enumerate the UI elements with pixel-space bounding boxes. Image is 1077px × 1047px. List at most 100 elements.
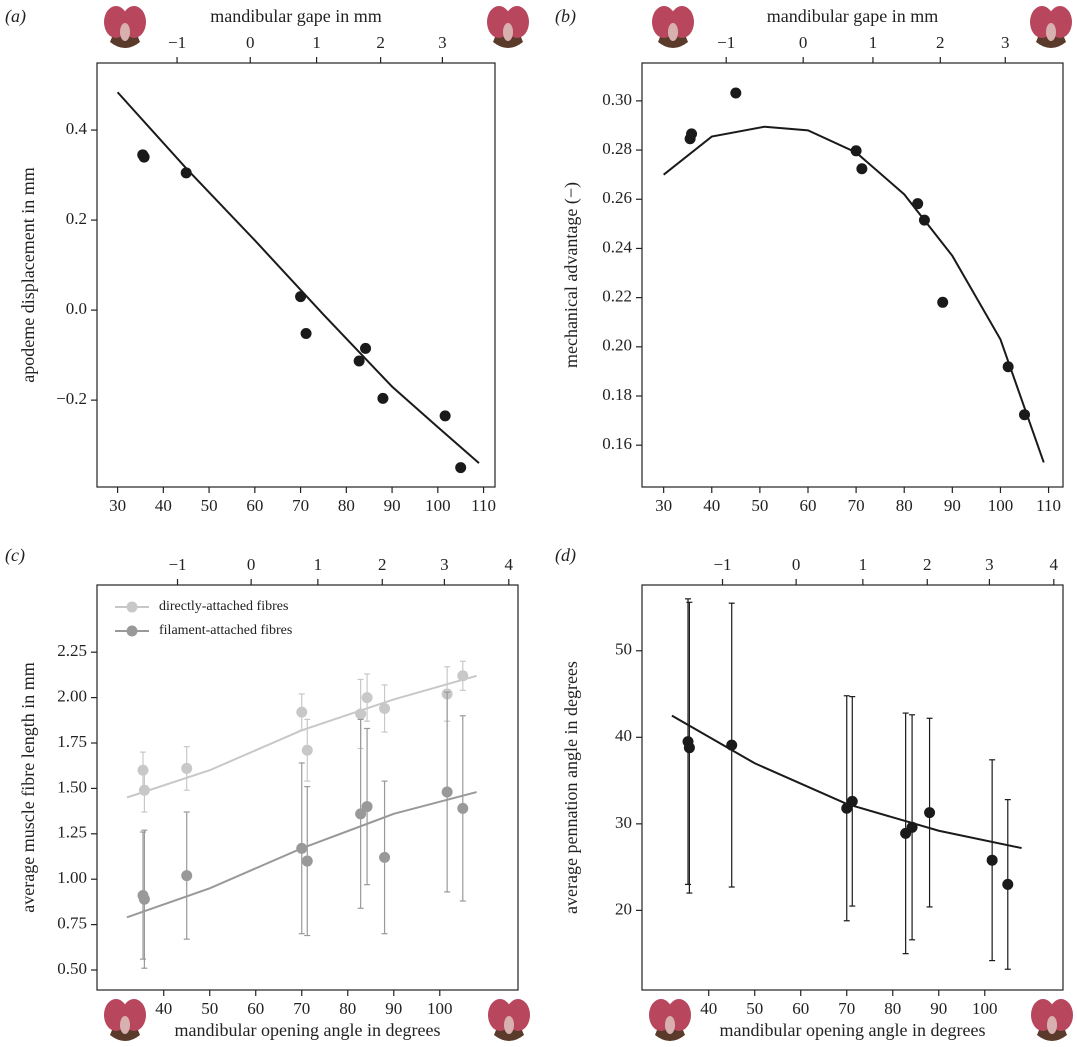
x2-tick-label: 2 <box>378 555 387 574</box>
data-point <box>301 855 313 867</box>
data-point <box>379 851 391 863</box>
x2-tick-label: 0 <box>792 555 801 574</box>
y-tick-label: 50 <box>615 640 632 659</box>
x2-tick-label: 2 <box>376 33 385 52</box>
x-tick-label: 80 <box>338 496 355 515</box>
plot-frame <box>641 62 1064 488</box>
data-point <box>683 742 695 754</box>
panel-label: (a) <box>5 6 26 27</box>
x-tick-label: 30 <box>109 496 126 515</box>
x-tick-label: 80 <box>884 999 901 1018</box>
data-point <box>686 128 698 140</box>
panel: (d) 40 50 60 70 80 90 100 −1 0 1 2 3 4 20 30 40 50 mandibu… <box>555 545 1064 1040</box>
x-axis-title: mandibular opening angle in degrees <box>175 1020 441 1040</box>
ant-head-closed <box>649 999 691 1041</box>
y-axis-title: average muscle fibre length in mm <box>18 662 38 912</box>
y-tick-label: 2.00 <box>57 687 87 706</box>
x-tick-label: 100 <box>425 496 451 515</box>
x-axis-title: mandibular opening angle in degrees <box>720 1020 986 1040</box>
data-point <box>1002 361 1014 373</box>
data-point <box>457 802 469 814</box>
y-tick-label: 1.25 <box>57 823 87 842</box>
data-point <box>1019 409 1031 421</box>
x2-tick-label: 0 <box>247 555 256 574</box>
x2-tick-label: 1 <box>312 33 321 52</box>
data-point <box>1002 878 1014 890</box>
data-point <box>181 762 193 774</box>
x-tick-label: 40 <box>155 999 172 1018</box>
panel-label: (d) <box>555 545 576 566</box>
ant-head-closed <box>652 6 694 48</box>
x-tick-label: 50 <box>201 496 218 515</box>
y-tick-label: 0.16 <box>602 434 632 453</box>
y-tick-label: 40 <box>615 726 632 745</box>
x2-tick-label: 3 <box>985 555 994 574</box>
plot-frame <box>96 584 519 991</box>
y-tick-label: 0.0 <box>66 299 87 318</box>
data-point <box>361 692 373 704</box>
y-tick-label: 1.00 <box>57 868 87 887</box>
legend-label: directly-attached fibres <box>159 599 288 614</box>
legend-marker <box>126 601 138 613</box>
y-tick-label: 0.4 <box>66 119 88 138</box>
data-point <box>937 296 949 308</box>
data-point <box>912 198 924 210</box>
x2-tick-label: 3 <box>438 33 447 52</box>
y-tick-label: 0.22 <box>602 287 632 306</box>
x-tick-label: 60 <box>792 999 809 1018</box>
x-tick-label: 60 <box>247 999 264 1018</box>
y-tick-label: 1.75 <box>57 732 87 751</box>
x2-axis-title: mandibular gape in mm <box>767 6 938 26</box>
data-point <box>379 702 391 714</box>
x-tick-label: 30 <box>655 496 672 515</box>
ant-head-open <box>488 999 530 1041</box>
data-point <box>439 410 451 422</box>
panel-label: (b) <box>555 6 576 27</box>
y-tick-label: 0.24 <box>602 237 632 256</box>
x2-tick-label: 1 <box>314 555 323 574</box>
x-tick-label: 80 <box>896 496 913 515</box>
y-tick-label: 0.30 <box>602 90 632 109</box>
x-tick-label: 110 <box>471 496 496 515</box>
panel-label: (c) <box>5 545 25 566</box>
data-point <box>918 214 930 226</box>
data-point <box>361 801 373 813</box>
data-point <box>441 786 453 798</box>
data-point <box>138 151 150 163</box>
data-point <box>355 708 367 720</box>
x-tick-label: 60 <box>799 496 816 515</box>
y-tick-label: 30 <box>615 813 632 832</box>
x2-tick-label: 2 <box>923 555 932 574</box>
x-tick-label: 50 <box>746 999 763 1018</box>
y-axis-title: average pennation angle in degrees <box>561 661 581 914</box>
x-tick-label: 50 <box>751 496 768 515</box>
data-point <box>301 744 313 756</box>
x-tick-label: 50 <box>201 999 218 1018</box>
x2-tick-label: −1 <box>713 555 731 574</box>
x-tick-label: 40 <box>155 496 172 515</box>
y-tick-label: 2.25 <box>57 641 87 660</box>
y-tick-label: 0.28 <box>602 139 632 158</box>
plot-frame <box>96 62 496 488</box>
x2-axis-title: mandibular gape in mm <box>210 6 381 26</box>
y-tick-label: 0.2 <box>66 209 87 228</box>
x-tick-label: 100 <box>972 999 998 1018</box>
x-tick-label: 70 <box>848 496 865 515</box>
ant-head-open <box>487 6 529 48</box>
x-tick-label: 90 <box>930 999 947 1018</box>
x2-tick-label: −1 <box>168 555 186 574</box>
x-tick-label: 40 <box>703 496 720 515</box>
x-tick-label: 90 <box>385 999 402 1018</box>
panel: (c) 40 50 60 70 80 90 100 −1 0 1 2 3 4 0.50 0.75 1.00 1.2… <box>5 545 519 1040</box>
x2-tick-label: 2 <box>936 33 945 52</box>
y-tick-label: 20 <box>615 899 632 918</box>
data-point <box>850 145 862 157</box>
data-point <box>296 706 308 718</box>
y-tick-label: 0.75 <box>57 914 87 933</box>
fit-curve <box>116 91 480 464</box>
plot-frame <box>641 584 1064 991</box>
fit-curve <box>663 125 1045 463</box>
data-point <box>360 342 372 354</box>
data-point <box>856 163 868 175</box>
